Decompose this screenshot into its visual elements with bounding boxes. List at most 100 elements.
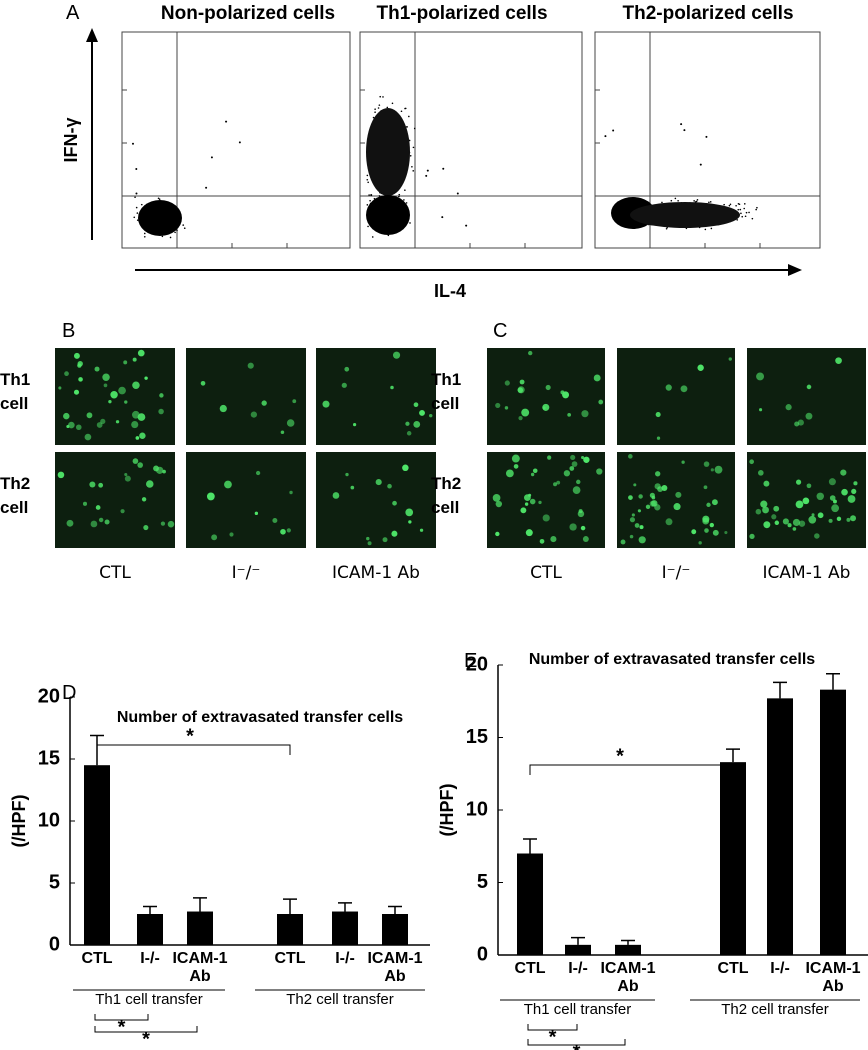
dot bbox=[677, 199, 679, 202]
cell bbox=[547, 455, 552, 460]
significance-bracket bbox=[527, 1024, 578, 1031]
cell bbox=[560, 390, 565, 395]
cell bbox=[159, 393, 164, 398]
cell bbox=[542, 514, 550, 522]
cell bbox=[538, 500, 542, 505]
dot bbox=[696, 199, 699, 201]
dot bbox=[729, 203, 732, 206]
cell bbox=[520, 507, 527, 514]
dot bbox=[739, 208, 742, 211]
x-tick-label: ICAM-1 Ab bbox=[367, 950, 423, 985]
dot bbox=[704, 228, 707, 231]
dot bbox=[210, 156, 213, 159]
dot bbox=[374, 108, 376, 110]
cell bbox=[156, 466, 164, 474]
dot bbox=[174, 231, 176, 234]
cell bbox=[760, 500, 768, 508]
cell bbox=[492, 494, 501, 502]
cell bbox=[255, 470, 261, 476]
cell bbox=[724, 530, 728, 535]
dot bbox=[409, 154, 412, 157]
dot bbox=[404, 189, 406, 191]
y-tick-label: 0 bbox=[49, 933, 60, 955]
cell bbox=[811, 513, 815, 517]
cell bbox=[391, 530, 398, 537]
cell bbox=[286, 528, 291, 533]
cell bbox=[656, 436, 661, 440]
cell bbox=[286, 419, 295, 427]
group-label: Th2 cell transfer bbox=[721, 1001, 829, 1018]
cell bbox=[98, 482, 104, 488]
dot bbox=[738, 203, 741, 206]
cell bbox=[593, 374, 601, 382]
micrograph bbox=[487, 452, 605, 548]
cell bbox=[806, 483, 812, 489]
fluorescent-cells bbox=[492, 454, 603, 544]
dot bbox=[136, 212, 139, 214]
cell bbox=[757, 470, 764, 476]
panel-letter: B bbox=[62, 320, 76, 342]
dot bbox=[604, 135, 607, 138]
significance-bracket bbox=[96, 744, 291, 755]
column-label: I⁻/⁻ bbox=[661, 563, 691, 583]
cell bbox=[698, 541, 702, 545]
dot bbox=[225, 120, 228, 123]
cell bbox=[89, 481, 96, 488]
cell bbox=[63, 412, 70, 420]
dot bbox=[238, 141, 241, 144]
cell bbox=[530, 472, 535, 477]
cell bbox=[141, 497, 147, 502]
micrograph bbox=[316, 348, 436, 445]
significance-bracket bbox=[94, 1014, 149, 1021]
dot bbox=[161, 235, 164, 238]
cell bbox=[794, 421, 800, 427]
fluorescent-cells bbox=[58, 349, 164, 441]
cell bbox=[570, 454, 576, 461]
dot bbox=[661, 201, 663, 204]
dot bbox=[456, 192, 459, 195]
cell bbox=[532, 468, 538, 474]
cell bbox=[115, 420, 120, 424]
dot bbox=[425, 174, 428, 177]
y-tick-label: 0 bbox=[477, 943, 488, 965]
significance-mark: * bbox=[142, 1028, 150, 1050]
cell bbox=[77, 361, 83, 367]
cell-cluster bbox=[366, 195, 410, 235]
dot bbox=[157, 197, 160, 200]
cell bbox=[167, 520, 175, 528]
cell bbox=[132, 458, 139, 464]
cell bbox=[529, 498, 536, 505]
dot bbox=[728, 204, 731, 207]
dot bbox=[386, 106, 389, 109]
cell bbox=[405, 421, 410, 426]
cell bbox=[131, 410, 140, 419]
dot bbox=[391, 102, 394, 105]
cell bbox=[797, 419, 804, 426]
cell bbox=[254, 511, 259, 515]
cell bbox=[629, 517, 636, 523]
cell bbox=[816, 492, 824, 501]
dot bbox=[612, 129, 615, 132]
error-bar bbox=[621, 939, 635, 945]
cell bbox=[82, 501, 88, 506]
micrograph bbox=[747, 348, 866, 445]
cell bbox=[792, 527, 797, 531]
cell bbox=[756, 372, 765, 381]
cell bbox=[817, 512, 824, 519]
bar bbox=[517, 853, 543, 955]
cell bbox=[846, 517, 851, 522]
bar bbox=[277, 914, 303, 945]
cell bbox=[413, 402, 419, 408]
significance-mark: * bbox=[616, 745, 624, 767]
cell bbox=[853, 481, 858, 486]
cell bbox=[219, 404, 227, 413]
bar bbox=[767, 698, 793, 955]
cell bbox=[511, 454, 520, 463]
dot bbox=[205, 186, 208, 189]
cell bbox=[639, 525, 644, 530]
dot bbox=[743, 207, 745, 210]
dot bbox=[442, 167, 445, 170]
dot bbox=[398, 195, 400, 198]
error-bar bbox=[143, 905, 157, 914]
